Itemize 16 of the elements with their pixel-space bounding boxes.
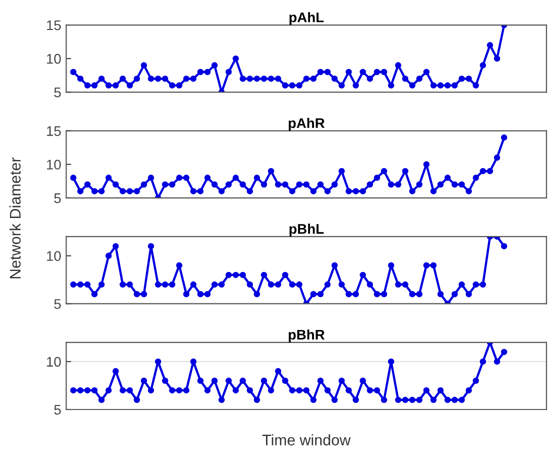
y-tick-label: 10 <box>46 54 61 64</box>
y-tick-label: 5 <box>54 404 61 415</box>
y-tick-label: 10 <box>46 251 61 261</box>
chart-title: pBhR <box>288 329 325 342</box>
chart-title: pBhL <box>290 224 324 237</box>
y-tick-label: 15 <box>46 126 61 136</box>
chart-title: pAhR <box>288 118 325 131</box>
y-tick-label: 15 <box>46 20 61 30</box>
x-axis-title: Time window <box>262 434 351 446</box>
y-tick-label: 5 <box>54 299 61 309</box>
y-tick-label: 10 <box>46 356 61 367</box>
y-tick-label: 10 <box>46 160 61 170</box>
y-tick-label: 5 <box>54 193 61 204</box>
y-axis-title: Network Diameter <box>9 158 21 278</box>
y-tick-label: 5 <box>54 88 61 98</box>
chart-title: pAhL <box>290 12 324 26</box>
